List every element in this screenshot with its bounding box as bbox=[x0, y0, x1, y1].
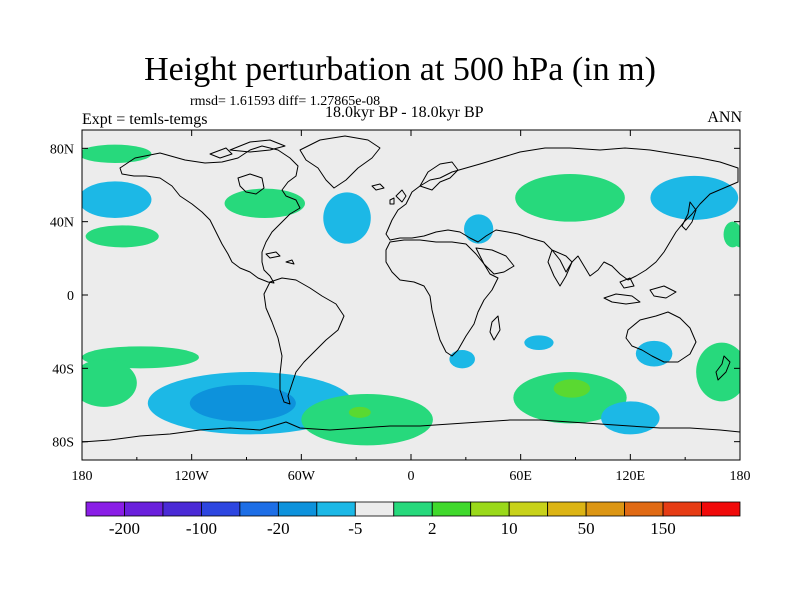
coast-india bbox=[547, 249, 573, 287]
lon-tick-label: 180 bbox=[730, 469, 751, 484]
coast-maritime-se-asia bbox=[603, 277, 677, 305]
colorbar-label: -200 bbox=[109, 519, 140, 538]
colorbar-swatch bbox=[393, 501, 433, 517]
colorbar-swatch bbox=[316, 501, 356, 517]
period-label: 18.0kyr BP - 18.0kyr BP bbox=[325, 104, 484, 121]
anomaly-region-negative bbox=[601, 401, 660, 435]
anomaly-region-negative bbox=[464, 214, 494, 244]
anomaly-region-positive bbox=[696, 342, 740, 402]
anomaly-field bbox=[82, 144, 740, 446]
coast-caribbean-islands bbox=[265, 251, 295, 265]
anomaly-region-positive bbox=[301, 394, 433, 446]
lon-tick-label: 0 bbox=[408, 469, 415, 484]
coast-south-america bbox=[263, 277, 345, 405]
anomaly-region-positive bbox=[515, 174, 625, 222]
season-label: ANN bbox=[707, 109, 742, 126]
colorbar-swatch bbox=[701, 501, 741, 517]
lat-tick-label: 80S bbox=[52, 436, 74, 451]
anomaly-region-negative bbox=[524, 335, 554, 350]
colorbar-swatch bbox=[239, 501, 279, 517]
anomaly-region-positive bbox=[82, 144, 152, 163]
colorbar-label: 150 bbox=[650, 519, 676, 538]
colorbar-label: 50 bbox=[578, 519, 595, 538]
colorbar-swatch bbox=[162, 501, 202, 517]
coast-antarctica bbox=[82, 419, 740, 443]
coast-greenland bbox=[299, 135, 381, 189]
anomaly-region-negative bbox=[82, 181, 152, 218]
colorbar-swatch bbox=[354, 501, 395, 517]
anomaly-region-positive bbox=[553, 379, 591, 398]
colorbar-swatch bbox=[124, 501, 164, 517]
anomaly-region-negative bbox=[650, 175, 739, 220]
coast-north-america bbox=[119, 145, 301, 284]
lat-tick-label: 80N bbox=[50, 142, 74, 157]
coast-iceland bbox=[371, 183, 385, 191]
colorbar-swatch bbox=[662, 501, 702, 517]
lon-tick-label: 120E bbox=[616, 469, 646, 484]
colorbar-label: -20 bbox=[267, 519, 290, 538]
coast-australia bbox=[625, 311, 697, 363]
coast-arctic-islands bbox=[209, 139, 286, 159]
colorbar-label: -5 bbox=[348, 519, 362, 538]
coast-africa bbox=[385, 239, 499, 357]
colorbar-swatch bbox=[547, 501, 587, 517]
anomaly-region-negative bbox=[189, 384, 296, 422]
colorbar-label: -100 bbox=[186, 519, 217, 538]
lat-tick-label: 40N bbox=[50, 216, 74, 231]
coast-hudson-bay bbox=[237, 173, 265, 195]
colorbar-label: 10 bbox=[501, 519, 518, 538]
lat-tick-label: 0 bbox=[67, 289, 74, 304]
colorbar-swatch bbox=[585, 501, 625, 517]
anomaly-region-positive bbox=[85, 225, 159, 248]
colorbar-swatch bbox=[508, 501, 549, 517]
coastlines bbox=[82, 135, 740, 443]
anomaly-region-negative bbox=[635, 340, 673, 367]
lon-tick-label: 180 bbox=[72, 469, 93, 484]
colorbar-swatch bbox=[470, 501, 510, 517]
colorbar-swatch bbox=[624, 501, 664, 517]
coast-madagascar bbox=[489, 315, 501, 341]
coast-eurasia bbox=[385, 147, 739, 281]
coast-japan bbox=[681, 201, 697, 231]
lon-tick-label: 60W bbox=[288, 469, 316, 484]
colorbar-swatch bbox=[201, 501, 241, 517]
anomaly-region-positive bbox=[224, 188, 305, 218]
colorbar-swatch bbox=[85, 501, 125, 517]
lon-tick-label: 120W bbox=[175, 469, 210, 484]
anomaly-region-positive bbox=[732, 225, 740, 248]
map-title: Height perturbation at 500 hPa (in m) bbox=[144, 51, 656, 88]
colorbar-label: 2 bbox=[428, 519, 437, 538]
anomaly-region-positive bbox=[513, 372, 627, 424]
anomaly-region-negative bbox=[323, 192, 371, 244]
rmsd-diff-stat: rmsd= 1.61593 diff= 1.27865e-08 bbox=[190, 94, 381, 109]
colorbar: -200 -100 -20 -5 2 10 50 150 bbox=[85, 501, 741, 538]
lat-tick-label: 40S bbox=[52, 362, 74, 377]
experiment-label: Expt = temls-temgs bbox=[82, 111, 208, 128]
colorbar-swatch bbox=[277, 501, 318, 517]
anomaly-region-positive bbox=[82, 359, 137, 407]
anomaly-region-negative bbox=[449, 350, 475, 369]
coast-new-zealand bbox=[715, 355, 731, 381]
coast-british-isles bbox=[389, 189, 407, 205]
colorbar-swatch bbox=[431, 501, 472, 517]
coast-arabia bbox=[475, 247, 515, 275]
coast-scandinavia bbox=[419, 161, 459, 191]
anomaly-region-positive bbox=[348, 406, 371, 418]
lon-tick-label: 60E bbox=[509, 469, 532, 484]
axis-ticks: 180 120W 60W 0 60E 120E 180 80N 40N 0 40S 80S bbox=[50, 130, 751, 484]
